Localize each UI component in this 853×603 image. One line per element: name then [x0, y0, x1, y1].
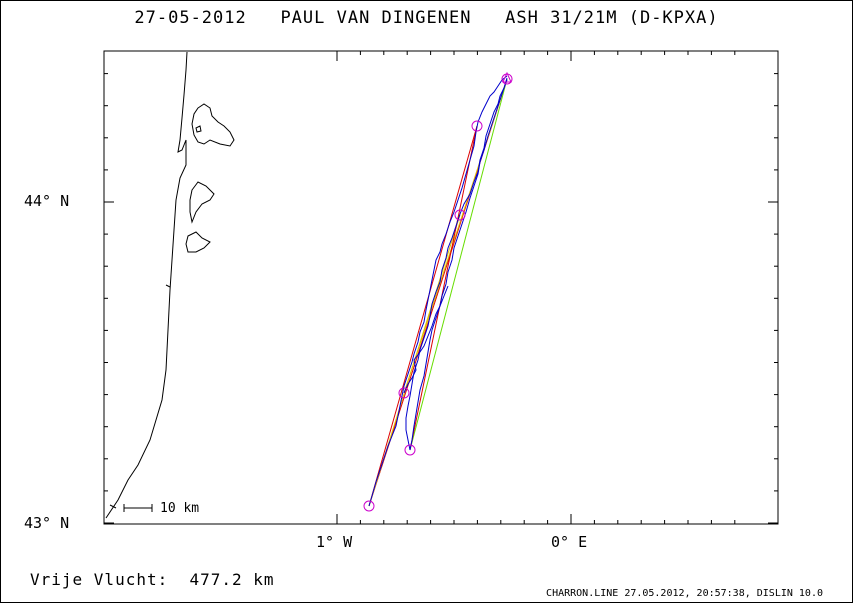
plot-border — [103, 50, 779, 525]
lat-label-43n: 43° N — [24, 514, 70, 532]
footer-info: CHARRON.LINE 27.05.2012, 20:57:38, DISLI… — [546, 588, 823, 599]
free-flight-distance: Vrije Vlucht: 477.2 km — [30, 570, 275, 589]
turnpoint-2 — [471, 120, 483, 132]
leg-green-1 — [409, 78, 508, 451]
inland-features — [185, 103, 235, 253]
turnpoints — [363, 71, 513, 512]
lon-label-1w: 1° W — [316, 533, 353, 551]
lat-label-44n: 44° N — [24, 192, 70, 210]
turnpoint-6 — [363, 500, 375, 512]
flight-track — [368, 75, 508, 507]
turnpoint-3 — [454, 209, 466, 221]
turnpoint-5 — [404, 444, 416, 456]
scale-bar-label: 10 km — [160, 501, 200, 516]
axis-ticks — [104, 51, 778, 524]
map-title: 27-05-2012 PAUL VAN DINGENEN ASH 31/21M … — [134, 8, 719, 28]
minor-ticks — [104, 51, 778, 524]
coastline — [105, 51, 188, 519]
leg-red-3 — [409, 125, 478, 451]
lon-label-0e: 0° E — [551, 533, 588, 551]
turnpoint-4 — [398, 387, 410, 399]
scale-bar — [123, 504, 153, 512]
start-marker — [502, 71, 512, 83]
leg-red-2 — [368, 125, 478, 507]
